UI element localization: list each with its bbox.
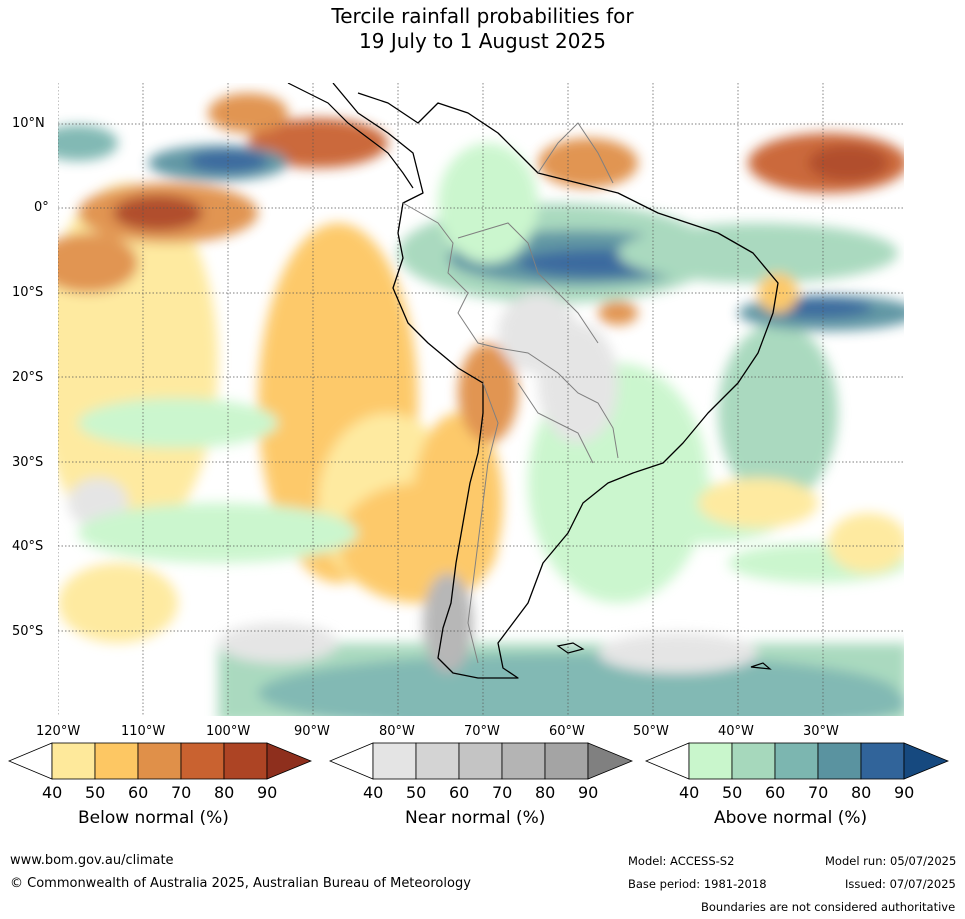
- lat-label: 20°S: [12, 370, 44, 385]
- rainfall-probability-map: [58, 83, 904, 716]
- lon-label: 100°W: [206, 724, 251, 739]
- colorbar-segment: [372, 742, 417, 780]
- colorbar-tick-label: 40: [679, 783, 700, 802]
- near-normal-colorbar: [329, 742, 633, 780]
- title-line-2: 19 July to 1 August 2025: [359, 29, 606, 53]
- colorbar-segment: [137, 742, 182, 780]
- issued-date: Issued: 07/07/2025: [845, 877, 956, 891]
- colorbar-tick-label: 50: [85, 783, 106, 802]
- colorbar-segment: [415, 742, 460, 780]
- colorbar-tick-label: 40: [42, 783, 63, 802]
- above-normal-title: Above normal (%): [714, 808, 868, 828]
- lat-label: 50°S: [12, 624, 44, 639]
- central-america-coastline: [287, 83, 414, 189]
- base-period: Base period: 1981-2018: [628, 877, 767, 891]
- colorbar-segment: [329, 742, 374, 780]
- colorbar-segment: [458, 742, 503, 780]
- near-normal-title: Near normal (%): [405, 808, 546, 828]
- lon-label: 50°W: [633, 724, 669, 739]
- colorbar-tick-label: 60: [449, 783, 470, 802]
- colorbar-tick-label: 60: [765, 783, 786, 802]
- lat-label: 10°N: [12, 116, 45, 131]
- colorbar-tick-label: 80: [851, 783, 872, 802]
- south-america-coastline: [332, 83, 779, 679]
- lat-label: 30°S: [12, 455, 44, 470]
- below-normal-title: Below normal (%): [78, 808, 229, 828]
- colorbar-segment: [587, 742, 633, 780]
- colorbar-tick-label: 50: [406, 783, 427, 802]
- falkland-islands: [556, 642, 585, 654]
- colorbar-tick-label: 90: [257, 783, 278, 802]
- colorbar-segment: [688, 742, 733, 780]
- above-normal-colorbar: [645, 742, 949, 780]
- colorbar-segment: [645, 742, 690, 780]
- colorbar-tick-label: 90: [578, 783, 599, 802]
- colorbar-segment: [774, 742, 819, 780]
- colorbar-tick-label: 70: [808, 783, 829, 802]
- colorbar-segment: [94, 742, 139, 780]
- lon-label: 40°W: [718, 724, 754, 739]
- colorbar-segment: [731, 742, 776, 780]
- colorbar-tick-label: 60: [128, 783, 149, 802]
- probability-field: [58, 83, 904, 716]
- country-borders: [402, 122, 619, 664]
- lon-label: 30°W: [803, 724, 839, 739]
- model-run-date: Model run: 05/07/2025: [825, 854, 957, 868]
- colorbar-tick-label: 70: [492, 783, 513, 802]
- lon-label: 90°W: [294, 724, 330, 739]
- lat-label: 0°: [34, 200, 49, 215]
- colorbar-segment: [817, 742, 862, 780]
- colorbar-segment: [903, 742, 949, 780]
- colorbar-segment: [544, 742, 589, 780]
- colorbar-tick-label: 40: [363, 783, 384, 802]
- lon-label: 70°W: [464, 724, 500, 739]
- colorbar-segment: [180, 742, 225, 780]
- colorbar-segment: [860, 742, 905, 780]
- lon-label: 110°W: [121, 724, 166, 739]
- lat-label: 10°S: [12, 285, 44, 300]
- copyright: © Commonwealth of Australia 2025, Austra…: [10, 876, 471, 891]
- title-line-1: Tercile rainfall probabilities for: [331, 4, 634, 28]
- colorbar-tick-label: 80: [535, 783, 556, 802]
- colorbar-segment: [8, 742, 53, 780]
- below-normal-colorbar: [8, 742, 312, 780]
- colorbar-segment: [223, 742, 268, 780]
- boundary-disclaimer: Boundaries are not considered authoritat…: [701, 900, 956, 914]
- colorbar-segment: [266, 742, 312, 780]
- colorbar-tick-label: 50: [722, 783, 743, 802]
- colorbar-segment: [51, 742, 96, 780]
- colorbar-tick-label: 80: [214, 783, 235, 802]
- lat-label: 40°S: [12, 539, 44, 554]
- lon-label: 60°W: [549, 724, 585, 739]
- lon-label: 80°W: [379, 724, 415, 739]
- south-georgia: [750, 662, 772, 670]
- lon-label: 120°W: [36, 724, 81, 739]
- model-info: Model: ACCESS-S2: [628, 854, 735, 868]
- colorbar-segment: [501, 742, 546, 780]
- source-url: www.bom.gov.au/climate: [10, 853, 174, 868]
- colorbar-tick-label: 70: [171, 783, 192, 802]
- map-title: Tercile rainfall probabilities for 19 Ju…: [0, 4, 965, 54]
- colorbar-tick-label: 90: [894, 783, 915, 802]
